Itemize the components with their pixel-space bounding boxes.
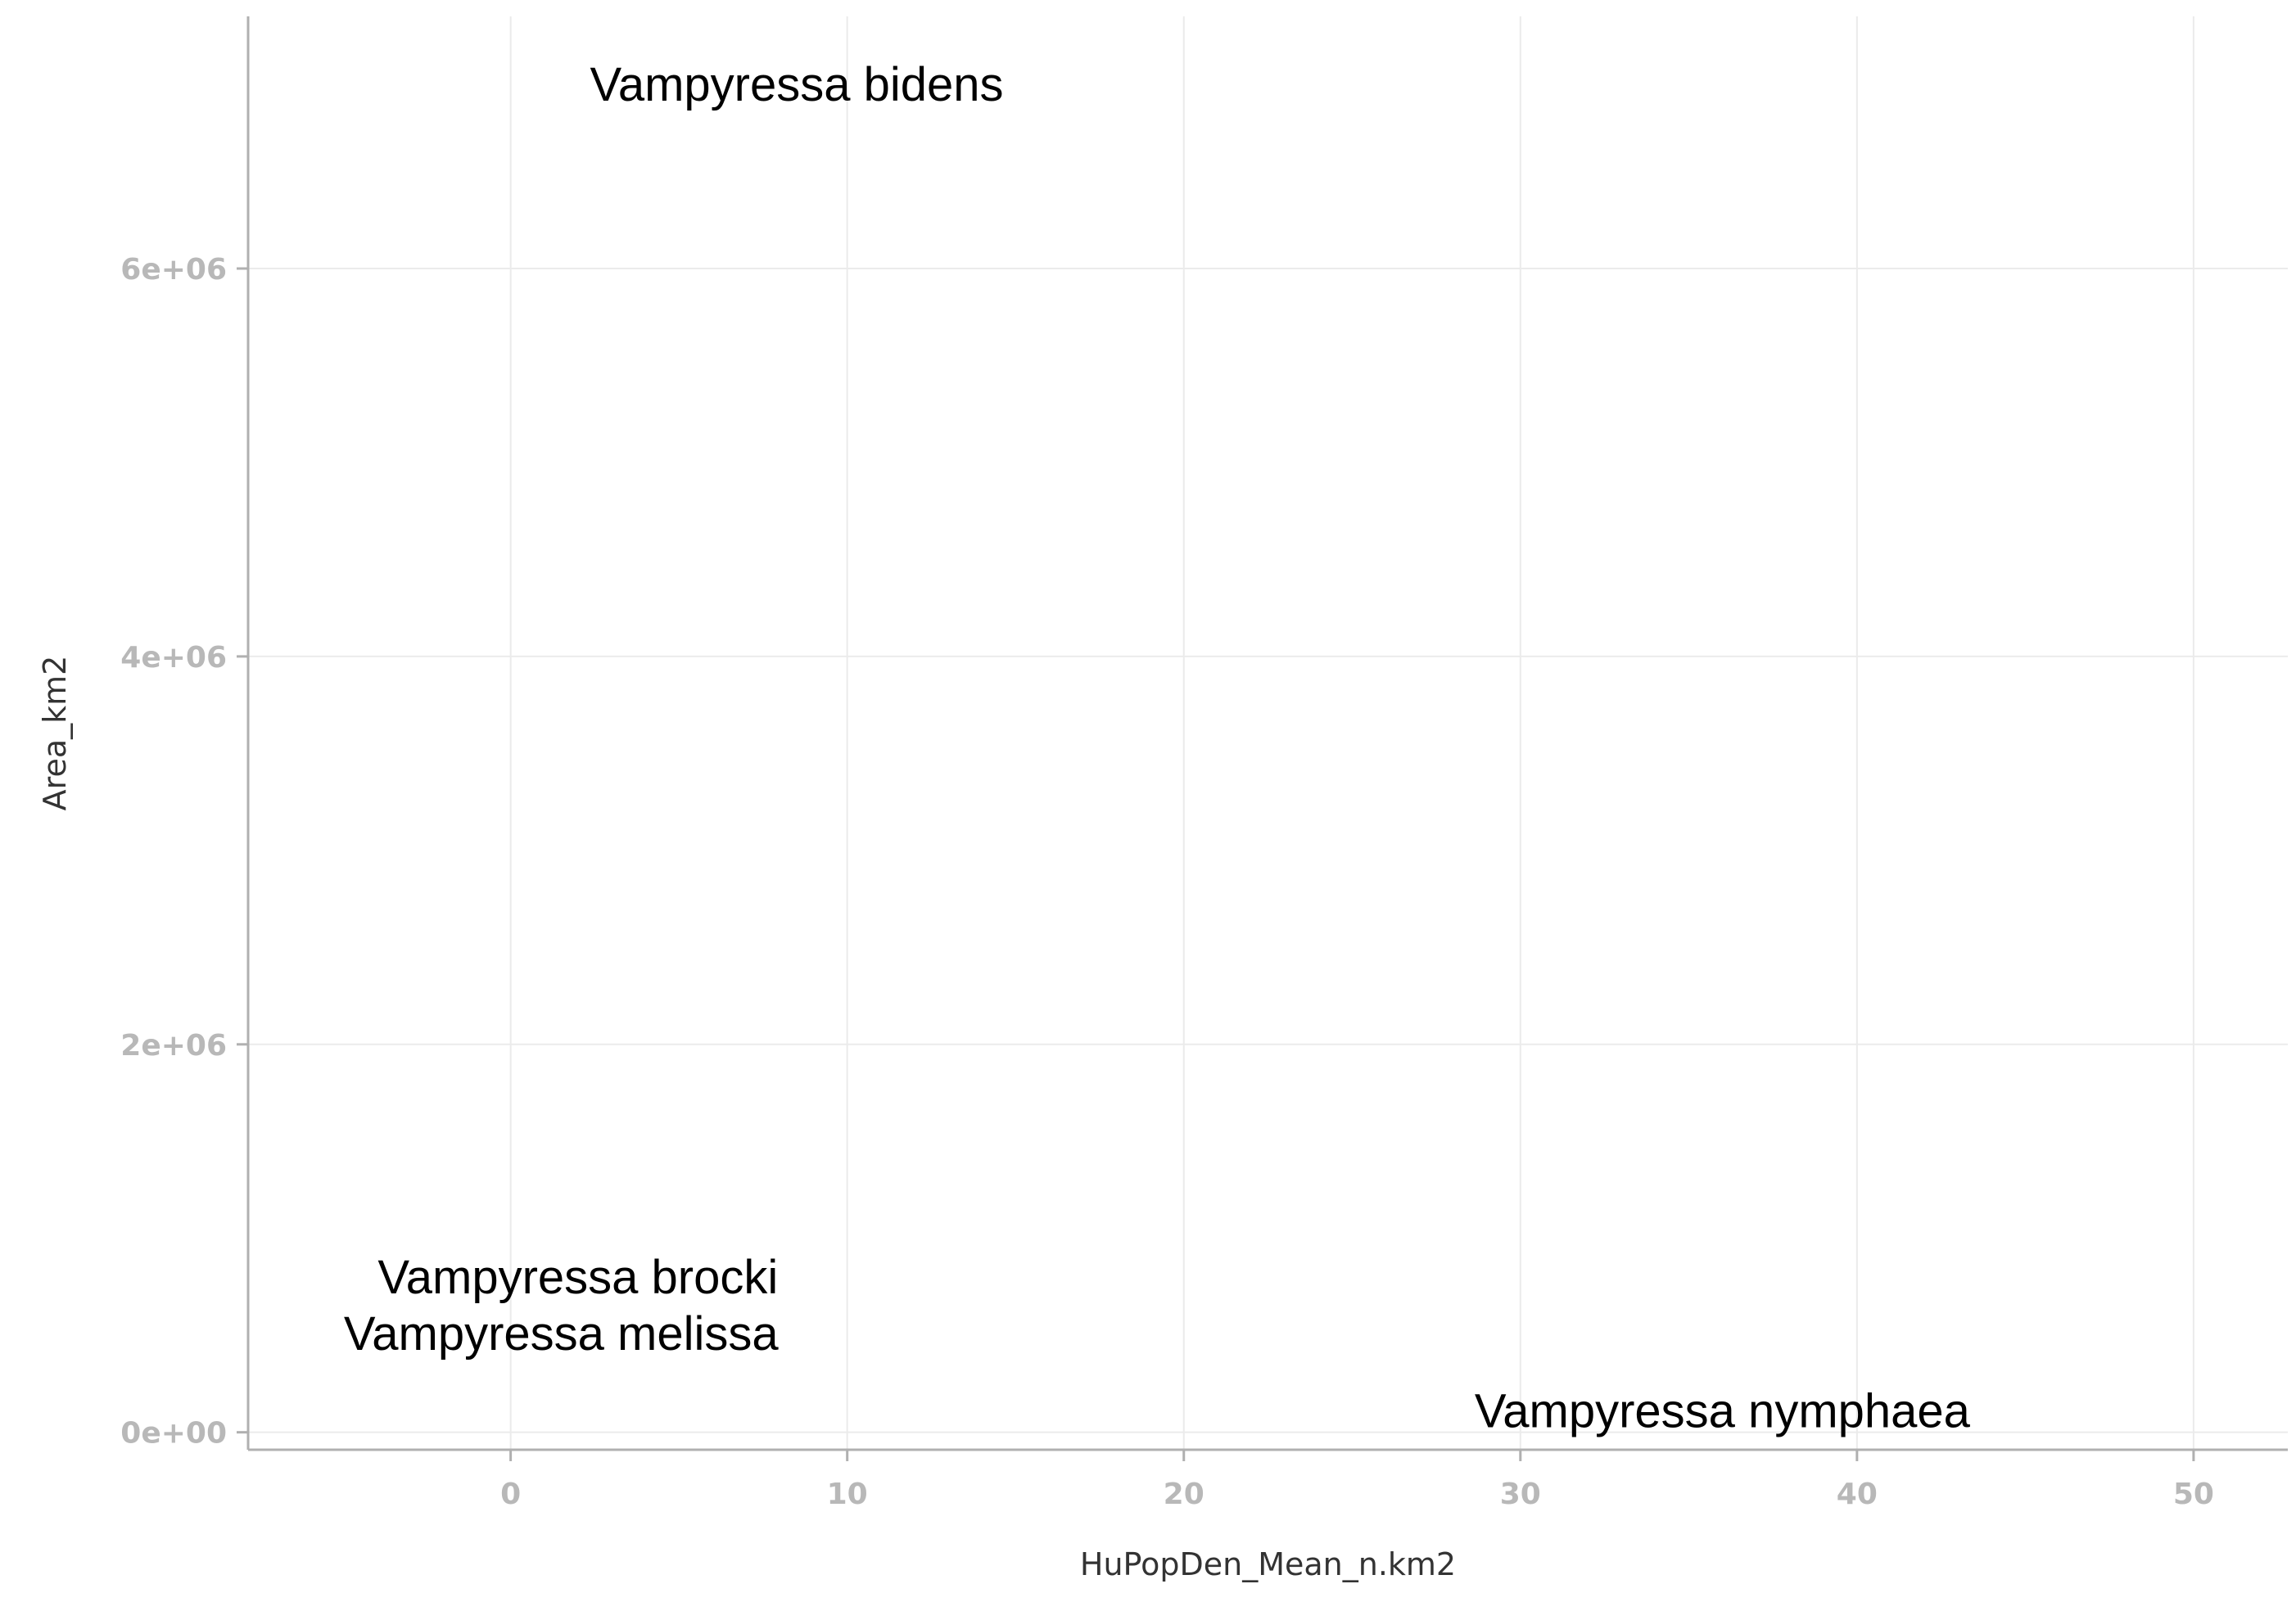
x-axis-title: HuPopDen_Mean_n.km2 — [1080, 1546, 1456, 1582]
x-tick-label: 30 — [1500, 1478, 1541, 1511]
x-tick-label: 0 — [500, 1478, 521, 1511]
x-axis-ticks: 0 10 20 30 40 50 — [500, 1450, 2214, 1511]
vertical-gridlines — [509, 16, 2194, 1450]
point-label: Vampyressa bidens — [590, 58, 1003, 111]
y-axis-ticks: 0e+00 2e+06 4e+06 6e+06 — [120, 253, 248, 1451]
x-tick-label: 10 — [827, 1478, 868, 1511]
horizontal-gridlines — [248, 268, 2288, 1433]
y-tick-label: 4e+06 — [120, 641, 227, 675]
x-tick-label: 40 — [1837, 1478, 1878, 1511]
y-tick-label: 2e+06 — [120, 1029, 227, 1063]
y-tick-label: 6e+06 — [120, 253, 227, 287]
y-tick-label: 0e+00 — [120, 1417, 227, 1451]
x-tick-label: 20 — [1164, 1478, 1204, 1511]
y-axis-title: Area_km2 — [37, 656, 73, 811]
point-label: Vampyressa nymphaea — [1475, 1385, 1971, 1438]
point-label: Vampyressa melissa — [344, 1307, 779, 1361]
x-tick-label: 50 — [2173, 1478, 2214, 1511]
point-label: Vampyressa brocki — [377, 1251, 778, 1304]
